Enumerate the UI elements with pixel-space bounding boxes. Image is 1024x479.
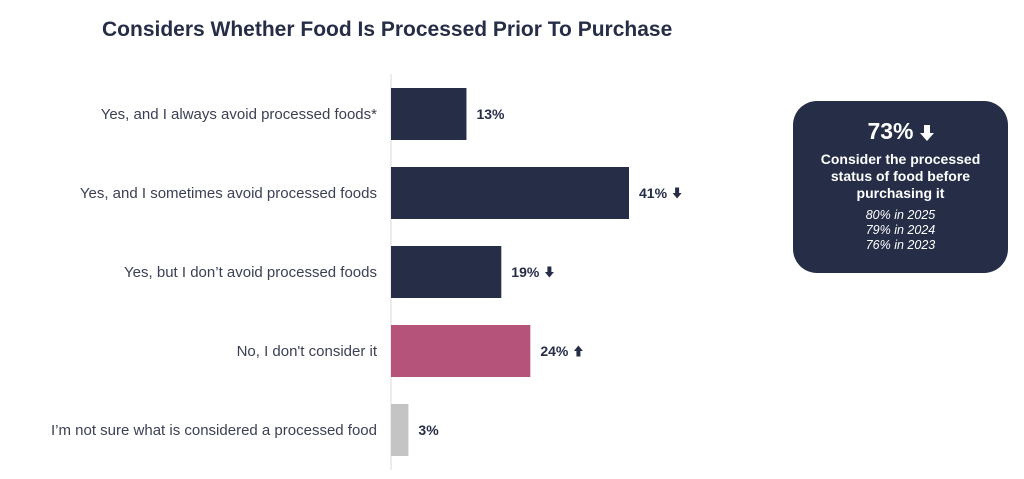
- chart-title: Considers Whether Food Is Processed Prio…: [102, 18, 673, 41]
- bar: [391, 404, 409, 456]
- arrow-down-icon: [919, 119, 934, 147]
- callout-history-item: 76% in 2023: [865, 237, 936, 252]
- value-label: 41%: [639, 185, 668, 201]
- arrow-up-icon: [573, 345, 583, 357]
- category-label: I’m not sure what is considered a proces…: [51, 422, 377, 439]
- bar: [391, 88, 467, 140]
- value-label: 13%: [476, 106, 505, 122]
- summary-callout: 73% Consider the processed status of foo…: [793, 101, 1008, 273]
- value-label: 19%: [511, 264, 540, 280]
- bar: [391, 325, 531, 377]
- callout-headline: 73%: [793, 117, 1008, 147]
- category-label: Yes, and I sometimes avoid processed foo…: [80, 185, 377, 202]
- callout-description: Consider the processed status of food be…: [820, 150, 981, 201]
- category-label: Yes, and I always avoid processed foods*: [101, 106, 377, 123]
- value-label: 3%: [418, 422, 439, 438]
- callout-headline-value: 73%: [867, 118, 914, 144]
- callout-history: 80% in 2025 79% in 2024 76% in 2023: [793, 208, 1008, 253]
- callout-history-item: 80% in 2025: [865, 207, 936, 222]
- bar: [391, 167, 629, 219]
- value-label: 24%: [540, 343, 569, 359]
- arrow-down-icon: [672, 187, 682, 199]
- bar: [391, 246, 502, 298]
- category-label: Yes, but I don’t avoid processed foods: [124, 264, 377, 281]
- callout-history-item: 79% in 2024: [865, 222, 936, 237]
- bars-group: Yes, and I always avoid processed foods*…: [51, 88, 682, 456]
- arrow-down-icon: [544, 266, 554, 278]
- category-label: No, I don't consider it: [237, 343, 378, 360]
